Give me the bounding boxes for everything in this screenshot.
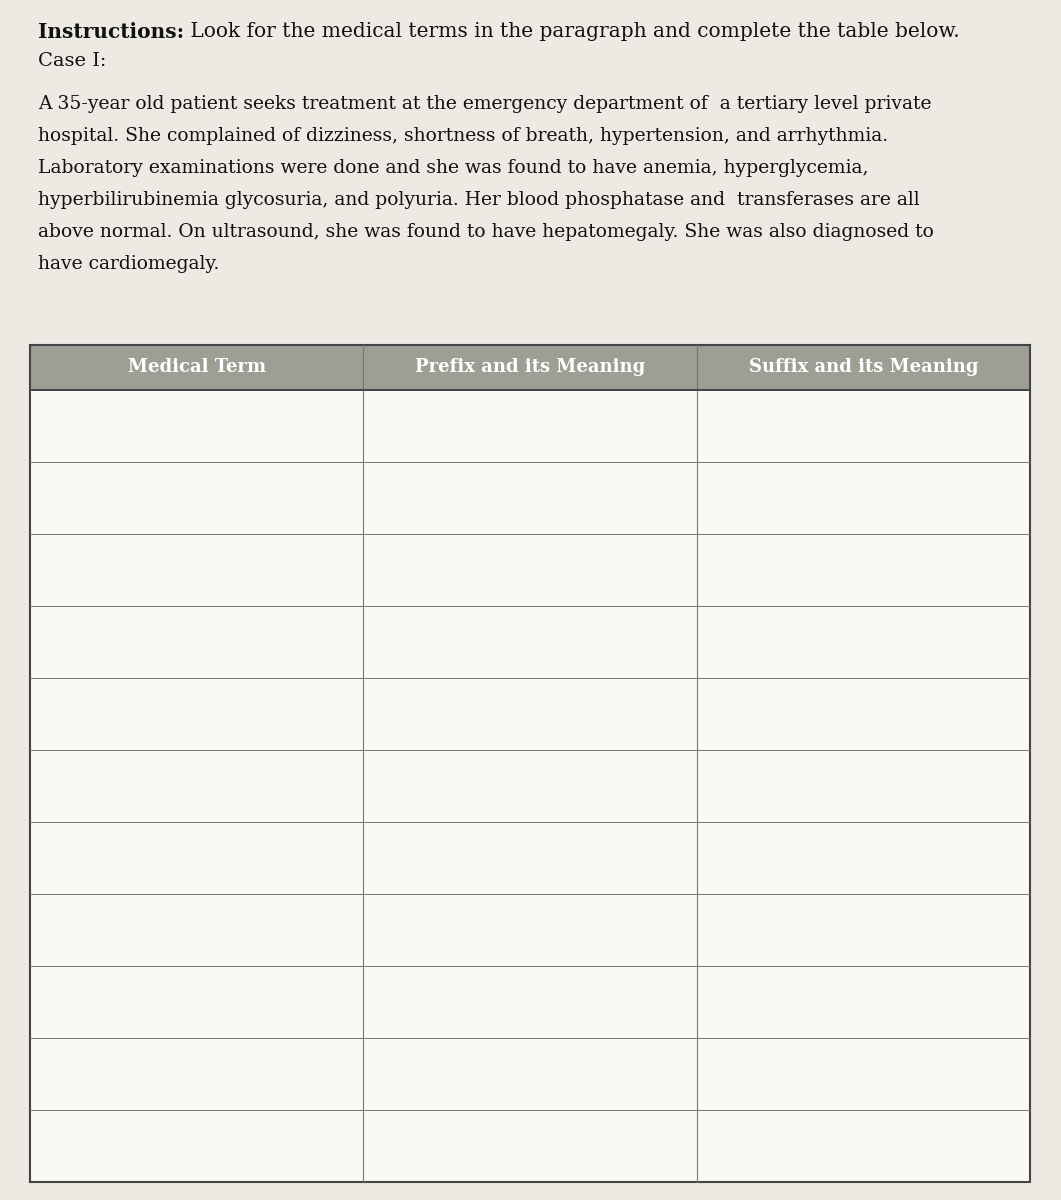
Bar bbox=[30, 390, 1030, 462]
Text: hospital. She complained of dizziness, shortness of breath, hypertension, and ar: hospital. She complained of dizziness, s… bbox=[38, 127, 888, 145]
Bar bbox=[30, 534, 1030, 606]
Bar bbox=[30, 894, 1030, 966]
Text: Laboratory examinations were done and she was found to have anemia, hyperglycemi: Laboratory examinations were done and sh… bbox=[38, 158, 869, 176]
Bar bbox=[30, 750, 1030, 822]
Bar bbox=[30, 1110, 1030, 1182]
Bar bbox=[30, 346, 1030, 390]
Text: have cardiomegaly.: have cardiomegaly. bbox=[38, 254, 220, 272]
Text: above normal. On ultrasound, she was found to have hepatomegaly. She was also di: above normal. On ultrasound, she was fou… bbox=[38, 223, 934, 241]
Text: Case I:: Case I: bbox=[38, 52, 106, 70]
Text: hyperbilirubinemia glycosuria, and polyuria. Her blood phosphatase and  transfer: hyperbilirubinemia glycosuria, and polyu… bbox=[38, 191, 920, 209]
Text: Prefix and its Meaning: Prefix and its Meaning bbox=[415, 359, 645, 377]
Bar bbox=[30, 678, 1030, 750]
Bar bbox=[30, 346, 1030, 1182]
Text: Instructions:: Instructions: bbox=[38, 22, 185, 42]
Text: Suffix and its Meaning: Suffix and its Meaning bbox=[749, 359, 978, 377]
Text: Look for the medical terms in the paragraph and complete the table below.: Look for the medical terms in the paragr… bbox=[185, 22, 960, 41]
Bar bbox=[30, 966, 1030, 1038]
Text: A 35-year old patient seeks treatment at the emergency department of  a tertiary: A 35-year old patient seeks treatment at… bbox=[38, 95, 932, 113]
Text: Medical Term: Medical Term bbox=[127, 359, 265, 377]
Bar bbox=[30, 462, 1030, 534]
Bar bbox=[30, 606, 1030, 678]
Bar bbox=[30, 1038, 1030, 1110]
Bar bbox=[30, 822, 1030, 894]
